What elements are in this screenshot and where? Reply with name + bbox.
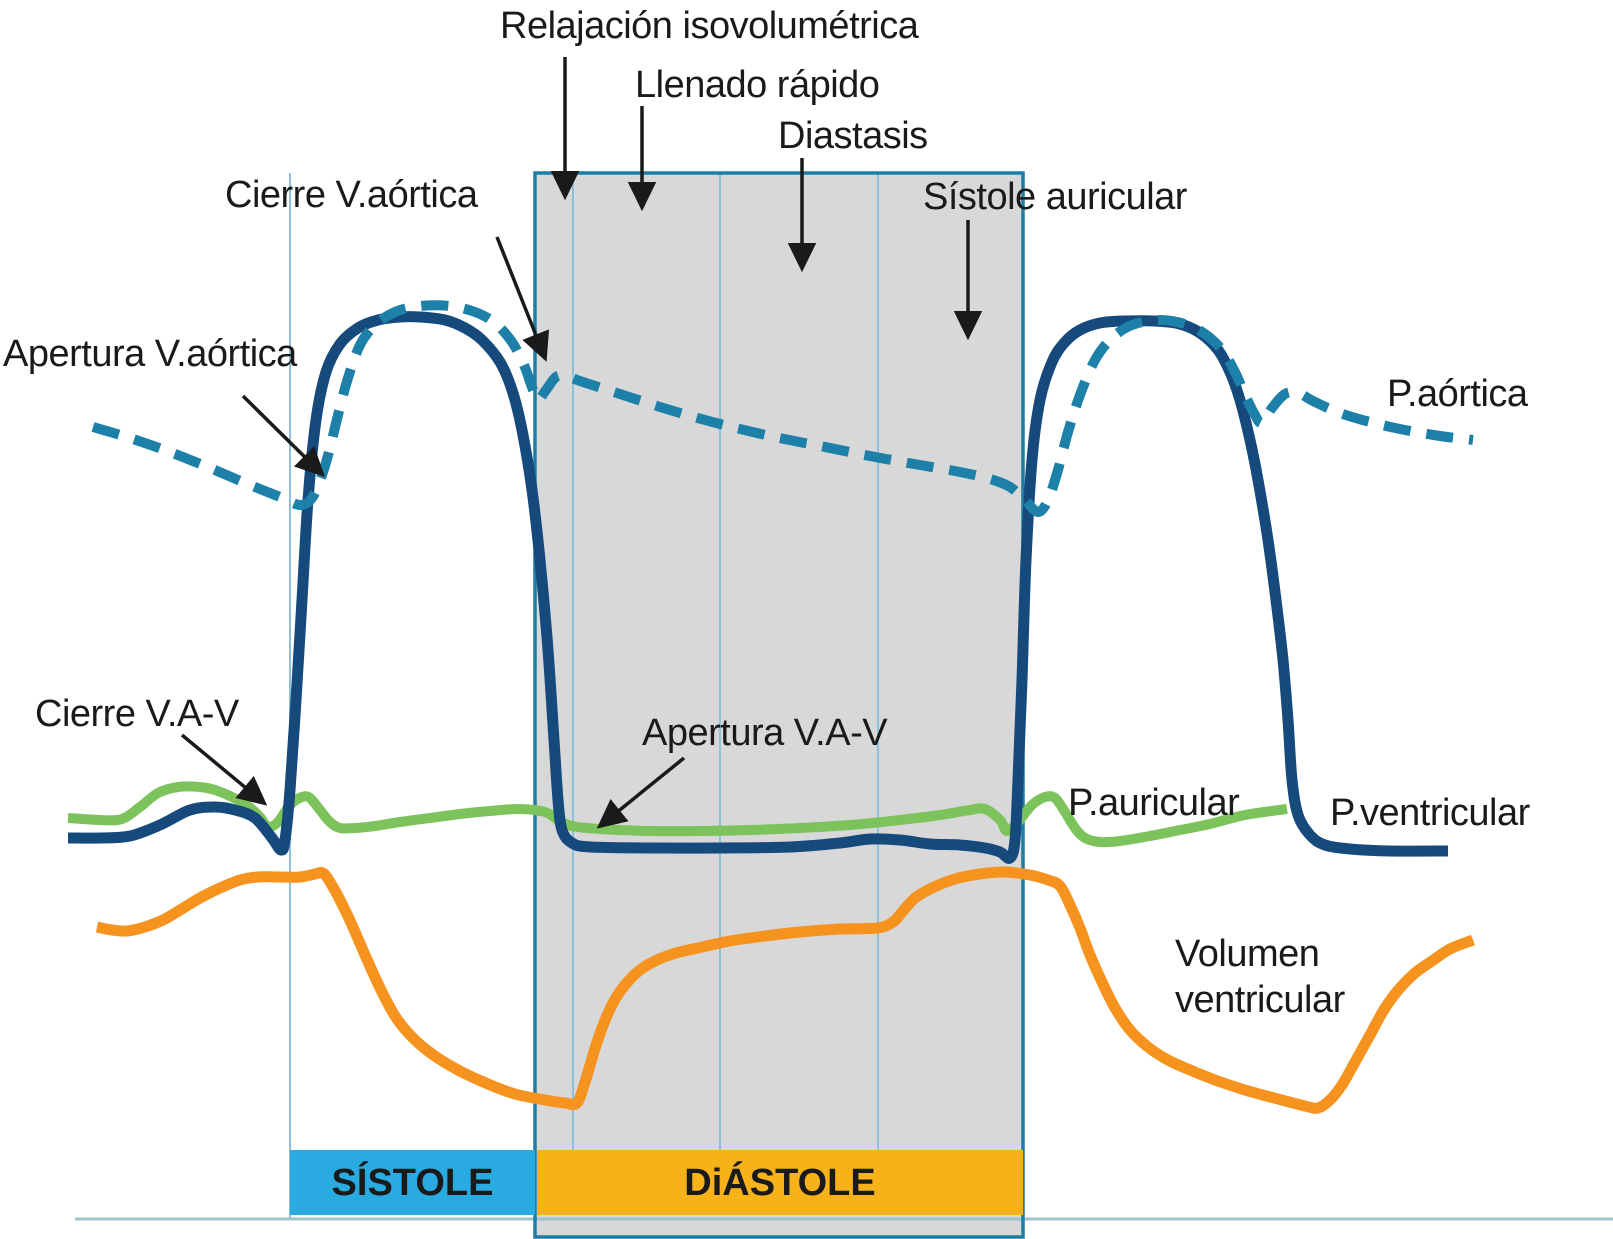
series-label-volumen_ventricular-3: Volumen [1175,933,1319,975]
phase-annotation-label-0: Relajación isovolumétrica [500,5,920,47]
series-label-volumen_ventricular-4: ventricular [1175,979,1346,1021]
phase-bar-label-0: SÍSTOLE [332,1160,494,1204]
phase-annotation-label-3: Sístole auricular [923,176,1188,218]
phase-bar-label-1: DiÁSTOLE [684,1160,875,1204]
phase-bar-1 [537,1150,1023,1215]
curves-layer [67,300,1476,1114]
phase-annotation-arrow-6 [180,733,268,806]
phase-annotation-label-2: Diastasis [778,115,928,157]
phase-annotation-arrow-5 [241,394,325,477]
p_aortica-curve [91,300,1474,517]
series-label-p_auricular-1: P.auricular [1068,782,1240,824]
annotations-layer: Relajación isovolumétrica Llenado rápido D… [3,5,1531,1021]
phase-annotation-arrow-4 [495,236,550,362]
phase-annotation-label-1: Llenado rápido [635,64,879,106]
p_ventricular-curve [67,311,1449,864]
diastole-shaded-region [535,173,1023,1237]
phase-bars-layer: SÍSTOLE DiÁSTOLE [290,1150,1023,1215]
phase-regions-layer [75,171,1613,1239]
phase-bar-0 [290,1150,535,1215]
series-label-p_ventricular-2: P.ventricular [1330,792,1531,834]
phase-annotation-arrow-7 [596,756,686,829]
volumen_ventricular-curve [95,866,1476,1114]
phase-annotation-label-6: Cierre V.A-V [35,693,240,735]
phase-annotation-label-4: Cierre V.aórtica [225,174,479,216]
series-label-p_aortica-0: P.aórtica [1387,373,1529,415]
phase-annotation-label-7: Apertura V.A-V [642,712,888,754]
phase-annotation-label-5: Apertura V.aórtica [3,333,298,375]
